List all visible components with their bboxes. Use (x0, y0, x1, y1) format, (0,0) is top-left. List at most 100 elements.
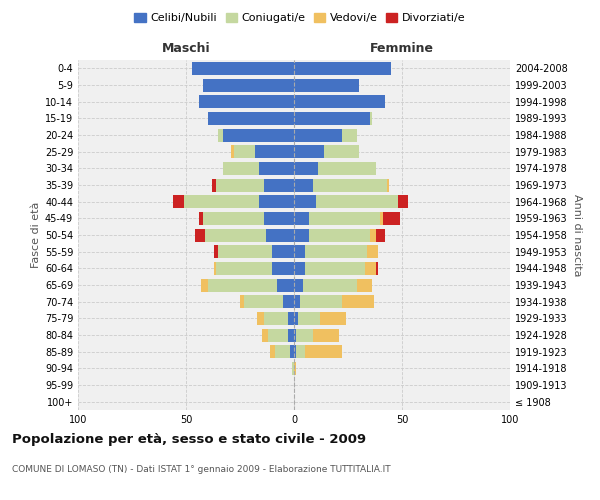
Bar (367, 245, 378, 258)
Bar (270, 345, 275, 358)
Bar (294, 212, 309, 225)
Bar (259, 195, 294, 208)
Bar (380, 212, 383, 225)
Bar (296, 328, 313, 342)
Bar (216, 262, 272, 275)
Bar (262, 328, 268, 342)
Bar (208, 112, 294, 125)
Bar (218, 245, 272, 258)
Bar (268, 328, 287, 342)
Bar (370, 228, 376, 241)
Bar (264, 212, 294, 225)
Bar (305, 245, 367, 258)
Bar (383, 212, 400, 225)
Bar (294, 78, 359, 92)
Bar (302, 278, 356, 291)
Bar (294, 312, 298, 325)
Bar (184, 195, 259, 208)
Bar (214, 262, 216, 275)
Bar (370, 112, 372, 125)
Bar (294, 228, 309, 241)
Text: Popolazione per età, sesso e stato civile - 2009: Popolazione per età, sesso e stato civil… (12, 432, 366, 446)
Bar (376, 262, 378, 275)
Bar (216, 178, 264, 192)
Text: Femmine: Femmine (370, 42, 434, 55)
Bar (277, 278, 294, 291)
Bar (305, 262, 365, 275)
Bar (324, 145, 359, 158)
Bar (318, 162, 376, 175)
Bar (212, 178, 216, 192)
Bar (264, 178, 294, 192)
Bar (294, 195, 316, 208)
Bar (290, 345, 294, 358)
Bar (294, 245, 305, 258)
Bar (365, 262, 376, 275)
Bar (376, 228, 385, 241)
Bar (199, 95, 294, 108)
Bar (301, 295, 341, 308)
Bar (194, 228, 205, 241)
Bar (208, 278, 277, 291)
Y-axis label: Fasce di età: Fasce di età (31, 202, 41, 268)
Bar (294, 128, 341, 141)
Text: Maschi: Maschi (161, 42, 211, 55)
Bar (294, 262, 305, 275)
Bar (272, 245, 294, 258)
Bar (257, 312, 264, 325)
Bar (264, 312, 287, 325)
Bar (244, 295, 283, 308)
Bar (240, 295, 244, 308)
Bar (255, 145, 294, 158)
Bar (294, 345, 296, 358)
Bar (292, 362, 294, 375)
Bar (214, 245, 218, 258)
Bar (266, 228, 294, 241)
Bar (294, 62, 391, 75)
Bar (341, 295, 374, 308)
Bar (205, 228, 266, 241)
Bar (287, 328, 294, 342)
Bar (313, 328, 340, 342)
Bar (232, 145, 233, 158)
Bar (294, 145, 324, 158)
Bar (173, 195, 184, 208)
Bar (341, 128, 356, 141)
Bar (233, 145, 255, 158)
Bar (294, 178, 313, 192)
Bar (294, 278, 302, 291)
Bar (223, 162, 259, 175)
Bar (218, 128, 223, 141)
Bar (296, 345, 305, 358)
Bar (203, 212, 264, 225)
Bar (294, 95, 385, 108)
Bar (199, 212, 203, 225)
Bar (193, 62, 294, 75)
Bar (305, 345, 341, 358)
Bar (313, 178, 387, 192)
Text: COMUNE DI LOMASO (TN) - Dati ISTAT 1° gennaio 2009 - Elaborazione TUTTITALIA.IT: COMUNE DI LOMASO (TN) - Dati ISTAT 1° ge… (12, 465, 391, 474)
Bar (287, 312, 294, 325)
Bar (201, 278, 208, 291)
Bar (309, 228, 370, 241)
Bar (387, 178, 389, 192)
Bar (316, 195, 398, 208)
Bar (356, 278, 372, 291)
Bar (294, 162, 318, 175)
Bar (309, 212, 380, 225)
Bar (294, 112, 370, 125)
Bar (398, 195, 409, 208)
Legend: Celibi/Nubili, Coniugati/e, Vedovi/e, Divorziati/e: Celibi/Nubili, Coniugati/e, Vedovi/e, Di… (130, 8, 470, 28)
Bar (294, 362, 296, 375)
Bar (283, 295, 294, 308)
Bar (298, 312, 320, 325)
Bar (272, 262, 294, 275)
Bar (203, 78, 294, 92)
Bar (294, 328, 296, 342)
Bar (223, 128, 294, 141)
Bar (294, 295, 301, 308)
Bar (320, 312, 346, 325)
Bar (259, 162, 294, 175)
Y-axis label: Anni di nascita: Anni di nascita (572, 194, 581, 276)
Bar (275, 345, 290, 358)
